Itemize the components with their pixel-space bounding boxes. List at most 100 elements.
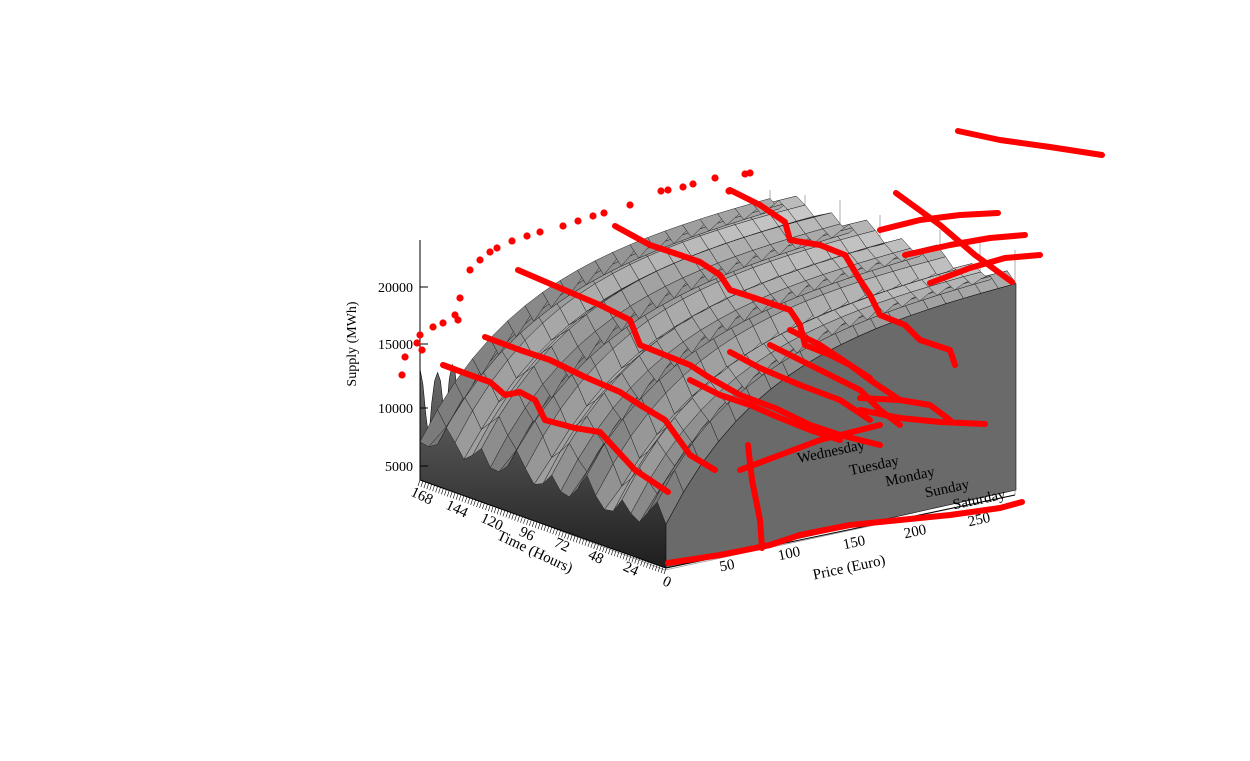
time-tick-mark	[488, 505, 491, 512]
time-tick-mark	[438, 487, 441, 494]
time-tick-mark	[464, 496, 468, 503]
red-annotation-dot	[664, 186, 672, 194]
time-tick-mark	[593, 542, 596, 549]
time-tick-mark	[652, 563, 655, 570]
time-tick-mark	[546, 526, 550, 533]
red-annotation-dot	[679, 183, 687, 191]
time-tick-mark	[526, 518, 529, 525]
z-tick-label: 5000	[385, 460, 413, 475]
red-annotation-dot	[456, 294, 464, 302]
price-tick-label: 200	[903, 522, 928, 542]
time-tick-mark	[485, 504, 488, 511]
time-tick-mark	[517, 515, 520, 522]
red-annotation-dot	[476, 256, 484, 264]
time-tick-mark	[657, 565, 661, 572]
time-tick-mark	[561, 531, 564, 538]
red-annotation-dot	[454, 316, 462, 324]
time-tick-mark	[531, 520, 535, 527]
red-annotation-stroke	[727, 349, 873, 423]
red-annotation-dot	[416, 331, 424, 339]
red-annotation-stroke	[727, 187, 958, 368]
time-tick-mark	[584, 539, 588, 546]
time-tick-mark	[441, 488, 444, 495]
time-tick-mark	[596, 543, 599, 550]
time-tick-mark	[490, 506, 494, 513]
time-tick-mark	[605, 546, 608, 554]
red-annotation-stroke	[665, 499, 1025, 566]
red-annotation-dot	[711, 174, 719, 182]
red-annotation-dot	[466, 266, 474, 274]
time-tick-mark	[529, 519, 532, 526]
time-tick-mark	[640, 559, 643, 566]
time-tick-mark	[567, 533, 570, 540]
price-tick-label: 150	[842, 533, 867, 553]
time-tick-mark	[476, 500, 479, 508]
time-tick-mark	[570, 534, 573, 541]
time-tick-mark	[432, 485, 435, 492]
time-tick-mark	[552, 528, 555, 535]
time-tick-mark	[520, 516, 523, 523]
red-annotation-stroke	[440, 362, 671, 495]
time-tick-mark	[502, 510, 506, 517]
red-annotation-dot	[429, 323, 437, 331]
time-tick-mark	[420, 480, 424, 488]
time-tick-label: 144	[443, 497, 471, 521]
time-tick-mark	[616, 551, 620, 558]
time-tick-mark	[467, 497, 471, 504]
time-tick-mark	[581, 538, 585, 545]
red-annotation-dot	[398, 371, 406, 379]
z-axis-label: Supply (MWh)	[345, 301, 360, 387]
time-tick-mark	[625, 554, 629, 561]
red-annotation-dot	[401, 353, 409, 361]
price-axis-label: Price (Euro)	[811, 553, 886, 584]
time-tick-mark	[426, 483, 430, 490]
time-tick-mark	[599, 544, 602, 552]
time-tick-mark	[572, 535, 576, 542]
time-tick-mark	[523, 517, 526, 524]
red-annotation-dot	[589, 212, 597, 220]
red-annotation-stroke	[687, 377, 843, 443]
z-tick-label: 20000	[378, 281, 413, 296]
time-tick-mark	[631, 556, 635, 563]
time-tick-mark	[634, 557, 637, 564]
time-tick-label: 24	[621, 559, 642, 580]
time-tick-mark	[555, 529, 558, 536]
red-annotation-dot	[536, 228, 544, 236]
time-tick-mark	[505, 511, 509, 518]
time-tick-mark	[602, 545, 605, 553]
red-annotation-stroke	[877, 210, 1001, 233]
red-annotation-dot	[439, 319, 447, 327]
time-tick-mark	[622, 553, 626, 560]
time-tick-mark	[452, 492, 456, 499]
red-annotation-dot	[626, 201, 634, 209]
time-tick-mark	[540, 523, 544, 531]
time-tick-mark	[663, 567, 667, 575]
red-annotation-stroke	[955, 128, 1105, 158]
time-tick-mark	[643, 560, 646, 567]
red-annotation-dot	[746, 169, 754, 177]
red-annotation-stroke	[737, 422, 883, 473]
red-annotation-dot	[523, 232, 531, 240]
price-tick-label: 250	[967, 510, 992, 530]
time-tick-mark	[608, 548, 611, 555]
time-tick-label: 48	[586, 547, 606, 568]
red-annotation-stroke	[857, 407, 988, 427]
time-tick-mark	[461, 495, 465, 502]
red-annotation-dot	[725, 187, 733, 195]
red-annotation-stroke	[893, 190, 1015, 285]
time-tick-mark	[611, 549, 614, 556]
time-tick-label: 0	[660, 574, 674, 592]
time-tick-mark	[447, 490, 450, 497]
time-tick-mark	[455, 493, 459, 500]
time-tick-mark	[508, 512, 512, 519]
time-tick-mark	[479, 501, 482, 509]
time-tick-mark	[534, 521, 538, 528]
time-tick-mark	[473, 499, 476, 506]
time-tick-mark	[458, 494, 462, 501]
time-tick-mark	[637, 558, 640, 565]
red-annotation-dot	[657, 187, 665, 195]
time-tick-mark	[619, 552, 623, 559]
red-annotation-stroke	[787, 327, 903, 403]
time-tick-mark	[558, 530, 561, 537]
